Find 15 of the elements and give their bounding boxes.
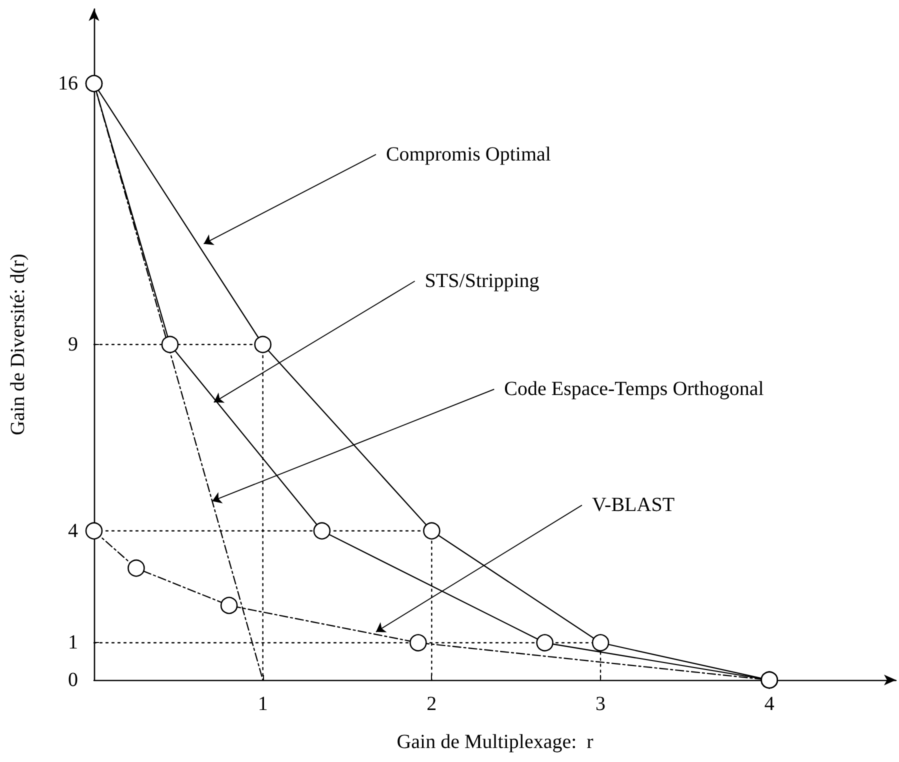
y-tick-label: 1 [68, 632, 78, 654]
x-tick-label: 4 [764, 693, 774, 715]
y-tick-label: 16 [58, 72, 78, 95]
annotation: Code Espace-Temps Orthogonal [504, 378, 764, 400]
y-axis-title: Gain de Diversité: d(r) [7, 254, 29, 436]
y-tick-label: 9 [68, 334, 78, 356]
y-tick-label: 0 [68, 669, 78, 691]
x-tick-label: 2 [426, 693, 437, 715]
x-tick-label: 3 [596, 693, 606, 715]
x-axis-title: Gain de Multiplexage: r [396, 731, 594, 753]
annotation: V-BLAST [592, 494, 675, 516]
x-tick-label: 1 [258, 693, 268, 715]
annotation: STS/Stripping [424, 270, 540, 292]
annotation: Compromis Optimal [386, 143, 552, 166]
y-tick-label: 4 [68, 520, 78, 542]
